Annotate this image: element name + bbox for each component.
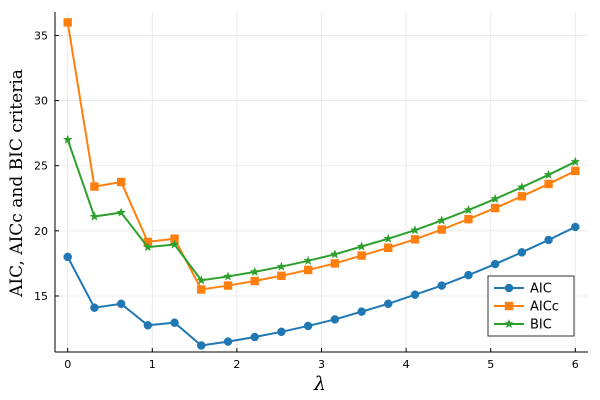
- data-point-aic: [517, 248, 527, 257]
- series-line-bic: [66, 139, 576, 282]
- data-point-aicc: [571, 166, 580, 176]
- data-point-aicc: [143, 237, 153, 247]
- data-point-aicc: [410, 235, 420, 244]
- data-point-bic: [490, 193, 500, 203]
- data-point-aic: [544, 235, 553, 245]
- data-point-aicc: [544, 179, 553, 189]
- data-point-bic: [543, 169, 554, 179]
- data-point-aicc: [357, 251, 366, 260]
- data-point-aic: [384, 299, 393, 309]
- data-point-bic: [330, 249, 340, 259]
- data-point-aicc: [277, 271, 286, 280]
- data-point-aicc: [223, 281, 233, 290]
- y-tick-label: 20: [34, 225, 48, 238]
- data-point-aic: [303, 321, 313, 331]
- legend-item-aic: AIC: [494, 282, 552, 297]
- data-point-aic: [277, 327, 286, 337]
- data-point-bic: [463, 205, 474, 215]
- data-point-aicc: [303, 265, 313, 275]
- data-point-aic: [63, 252, 72, 262]
- data-point-bic: [143, 242, 153, 252]
- legend-label-aicc: AICc: [530, 300, 559, 315]
- data-point-aicc: [384, 243, 393, 252]
- x-tick-label: 5: [487, 358, 494, 371]
- data-point-aicc: [90, 182, 99, 191]
- legend-label-aic: AIC: [530, 282, 552, 297]
- series-aic: [63, 222, 580, 350]
- data-point-aicc: [330, 259, 340, 268]
- data-point-bic: [89, 211, 100, 221]
- data-point-bic: [196, 275, 207, 285]
- data-point-bic: [169, 239, 180, 249]
- legend-item-bic: BIC: [494, 318, 552, 333]
- series-aicc: [63, 18, 580, 294]
- data-point-aic: [197, 341, 206, 350]
- series-bic: [62, 134, 581, 285]
- data-point-aicc: [464, 214, 473, 224]
- grid: [55, 12, 588, 352]
- data-point-aicc: [250, 276, 259, 286]
- data-point-aicc: [197, 285, 206, 294]
- y-tick-label: 35: [34, 29, 48, 42]
- data-point-aicc: [170, 234, 179, 243]
- x-tick-label: 1: [149, 358, 156, 371]
- data-point-aic: [490, 259, 500, 269]
- data-point-bic: [356, 241, 367, 251]
- data-point-aic: [571, 222, 580, 232]
- series-line-aic: [66, 226, 576, 347]
- data-point-bic: [410, 225, 420, 235]
- data-point-aic: [223, 337, 233, 346]
- legend-item-aicc: AICc: [494, 300, 559, 315]
- x-tick-label: 2: [233, 358, 240, 371]
- data-point-bic: [62, 134, 73, 144]
- data-point-bic: [223, 271, 233, 281]
- data-point-bic: [276, 261, 287, 271]
- data-point-bic: [436, 215, 447, 225]
- data-point-aicc: [437, 225, 446, 234]
- data-point-aic: [90, 303, 99, 312]
- data-point-aic: [357, 307, 366, 316]
- legend-marker-aicc: [504, 301, 514, 311]
- x-tick-label: 6: [572, 358, 579, 371]
- data-point-aic: [143, 321, 153, 330]
- x-tick-label: 0: [64, 358, 71, 371]
- y-tick-label: 30: [34, 95, 48, 108]
- axes: 0 1 2 3 4 5 6 15 20 25 30 35: [34, 12, 588, 371]
- data-point-aicc: [490, 203, 500, 213]
- data-point-aicc: [63, 18, 72, 27]
- y-axis-title: AIC, AICc and BIC criteria: [7, 69, 27, 298]
- data-point-bic: [116, 207, 126, 217]
- data-point-aic: [170, 318, 179, 327]
- legend-marker-aic: [504, 283, 514, 293]
- data-point-aic: [330, 315, 340, 324]
- data-point-bic: [249, 266, 260, 276]
- data-point-aic: [250, 332, 259, 342]
- data-point-aic: [410, 290, 420, 299]
- legend-label-bic: BIC: [530, 318, 552, 333]
- legend: AIC AICc BIC: [487, 275, 575, 337]
- data-point-bic: [303, 255, 313, 265]
- x-axis-title: λ: [313, 373, 326, 395]
- data-point-bic: [383, 233, 394, 243]
- series-line-aicc: [66, 22, 576, 291]
- x-tick-label: 3: [318, 358, 325, 371]
- data-point-bic: [517, 182, 527, 192]
- data-point-aicc: [517, 192, 527, 201]
- data-point-aicc: [116, 177, 126, 187]
- data-point-aic: [464, 270, 473, 280]
- x-tick-label: 4: [403, 358, 410, 371]
- legend-marker-bic: [504, 319, 514, 329]
- data-point-aic: [437, 281, 446, 290]
- series-layer: [62, 18, 581, 350]
- y-tick-label: 15: [34, 290, 48, 303]
- data-point-aic: [116, 299, 126, 309]
- data-point-bic: [570, 156, 581, 166]
- y-tick-label: 25: [34, 160, 48, 173]
